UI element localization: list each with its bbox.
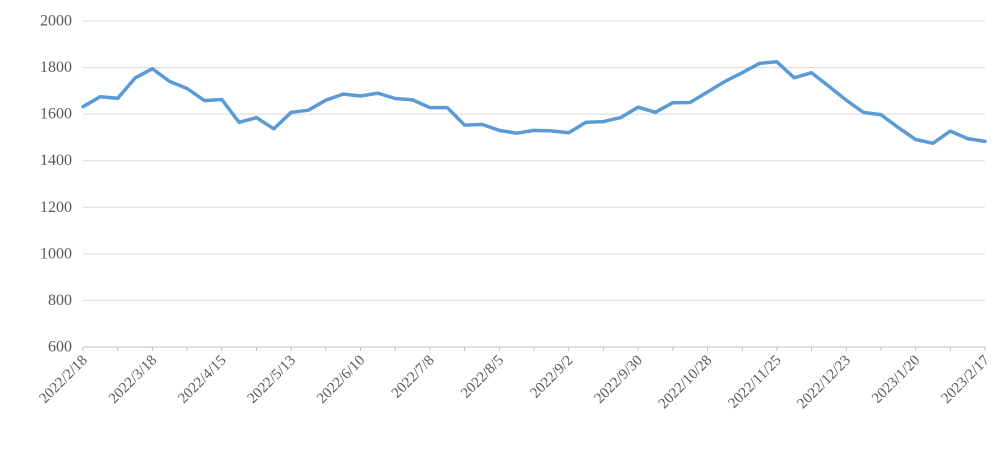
y-axis-tick-label: 800 (48, 292, 72, 309)
x-axis-tick-label: 2022/10/28 (656, 353, 716, 413)
x-axis-tick-label: 2023/2/17 (938, 352, 993, 407)
x-axis-tick-label: 2022/6/10 (314, 353, 368, 407)
x-axis-tick-label: 2022/2/18 (36, 353, 90, 407)
x-axis-tick-label: 2022/5/13 (245, 353, 299, 407)
y-axis-tick-label: 1800 (40, 59, 72, 76)
x-axis-tick-label: 2022/12/23 (794, 353, 854, 413)
x-axis-tick-label: 2022/7/8 (389, 353, 438, 402)
x-axis-tick-label: 2022/3/18 (106, 353, 160, 407)
y-axis-tick-label: 1200 (40, 199, 72, 216)
y-axis-tick-label: 600 (48, 339, 72, 356)
x-axis-tick-label: 2022/11/25 (725, 353, 784, 412)
y-axis-tick-label: 1600 (40, 106, 72, 123)
y-axis-tick-label: 1000 (40, 245, 72, 262)
data-series-line (81, 60, 987, 146)
y-axis-tick-label: 2000 (40, 13, 72, 30)
x-axis-tick-label: 2022/9/30 (592, 353, 646, 407)
x-axis-tick-label: 2022/9/2 (527, 353, 576, 402)
x-axis-tick-label: 2022/8/5 (458, 353, 507, 402)
y-axis-tick-label: 1400 (40, 152, 72, 169)
x-axis-tick-label: 2023/1/20 (869, 353, 923, 407)
x-axis-tick-label: 2022/4/15 (175, 353, 229, 407)
